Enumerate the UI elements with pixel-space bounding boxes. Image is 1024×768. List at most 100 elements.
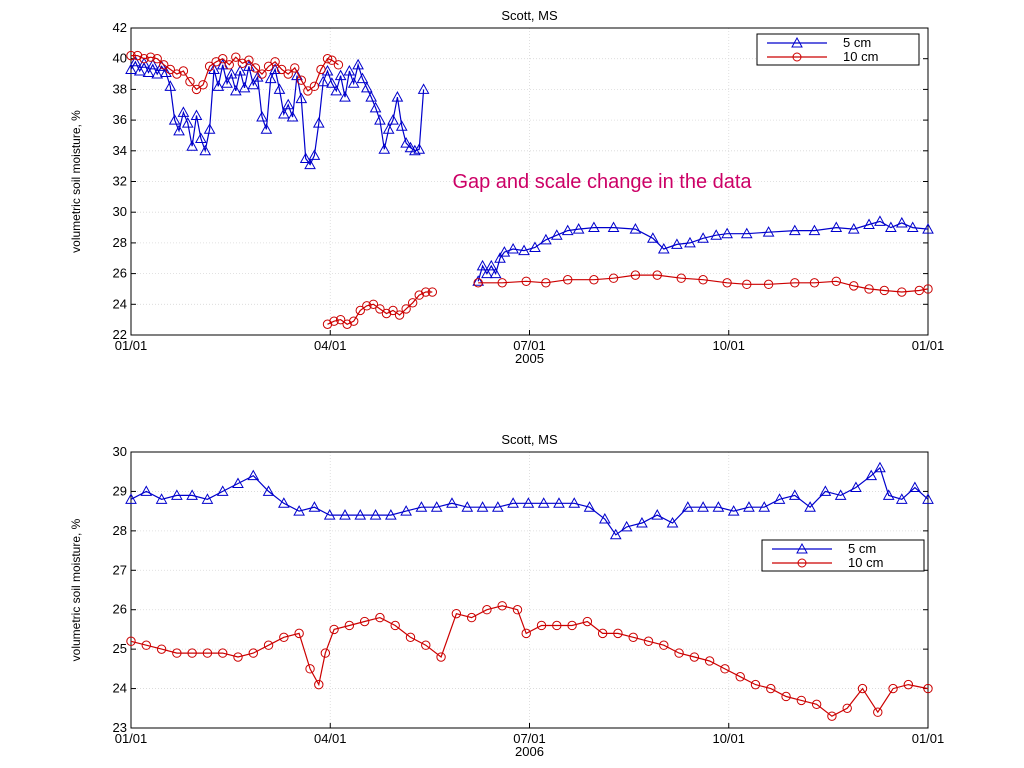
x-tick-label: 01/01 xyxy=(115,338,148,353)
data-point-triangle xyxy=(415,501,428,512)
data-point-triangle xyxy=(773,493,786,504)
data-point-circle xyxy=(914,285,924,296)
data-point-circle xyxy=(809,278,820,288)
data-point-triangle xyxy=(286,111,299,122)
data-point-triangle xyxy=(647,232,659,243)
series-line xyxy=(327,291,433,325)
data-point-circle xyxy=(923,683,933,694)
data-point-triangle xyxy=(804,501,816,512)
data-point-triangle xyxy=(727,505,740,516)
data-point-triangle xyxy=(155,493,168,504)
data-point-circle xyxy=(608,273,619,283)
data-point-circle xyxy=(897,287,907,297)
data-point-circle xyxy=(126,636,136,646)
data-point-triangle xyxy=(788,489,801,500)
data-point-triangle xyxy=(382,123,395,134)
data-point-triangle xyxy=(588,221,600,233)
data-point-triangle xyxy=(607,221,620,233)
data-point-triangle xyxy=(199,144,212,156)
data-point-circle xyxy=(521,276,531,286)
data-point-circle xyxy=(567,620,577,631)
data-point-triangle xyxy=(378,143,391,154)
plot-frame xyxy=(130,451,929,729)
data-point-circle xyxy=(333,60,344,70)
data-point-triangle xyxy=(201,493,214,504)
data-point-triangle xyxy=(721,227,733,239)
series-2 xyxy=(126,50,933,329)
data-point-triangle xyxy=(522,497,535,508)
data-point-triangle xyxy=(874,215,886,226)
data-point-circle xyxy=(451,608,462,619)
data-point-circle xyxy=(187,648,197,658)
data-point-circle xyxy=(790,278,800,288)
data-point-triangle xyxy=(238,81,251,93)
data-point-circle xyxy=(362,301,372,311)
data-point-circle xyxy=(270,57,280,67)
data-point-circle xyxy=(704,656,715,666)
data-point-triangle xyxy=(234,64,247,76)
data-point-circle xyxy=(742,279,752,290)
data-point-triangle xyxy=(561,224,574,236)
legend-label: 5 cm xyxy=(843,35,871,50)
data-point-triangle xyxy=(598,512,611,524)
data-point-triangle xyxy=(308,149,321,160)
data-point-triangle xyxy=(491,501,504,512)
data-point-circle xyxy=(394,310,405,320)
data-point-triangle xyxy=(906,221,919,233)
data-point-circle xyxy=(766,683,776,694)
data-point-circle xyxy=(276,64,287,75)
data-point-triangle xyxy=(830,221,843,233)
data-point-circle xyxy=(257,69,267,79)
data-point-triangle xyxy=(308,501,321,512)
data-point-circle xyxy=(497,278,507,288)
data-point-triangle xyxy=(404,141,417,153)
data-point-circle xyxy=(722,278,732,288)
data-point-circle xyxy=(279,632,289,643)
data-point-triangle xyxy=(847,223,860,234)
data-point-triangle xyxy=(221,77,233,88)
data-point-triangle xyxy=(186,140,198,151)
data-point-triangle xyxy=(758,501,771,512)
data-point-circle xyxy=(322,54,333,64)
y-tick-label: 34 xyxy=(113,143,127,158)
data-point-triangle xyxy=(164,80,177,91)
data-point-triangle xyxy=(395,120,408,131)
data-point-circle xyxy=(218,54,228,64)
x-axis-label: 2006 xyxy=(515,744,544,759)
x-tick-label: 04/01 xyxy=(314,338,347,353)
data-point-circle xyxy=(659,640,669,650)
data-point-triangle xyxy=(620,520,633,532)
chart-title: Scott, MS xyxy=(501,432,558,447)
data-point-triangle xyxy=(909,481,921,492)
data-point-triangle xyxy=(369,101,382,113)
data-point-triangle xyxy=(277,497,290,508)
data-point-circle xyxy=(156,644,167,654)
data-point-circle xyxy=(552,620,562,631)
data-point-triangle xyxy=(413,143,426,154)
data-point-triangle xyxy=(216,485,229,496)
data-point-triangle xyxy=(304,158,316,170)
data-point-circle xyxy=(303,86,313,96)
data-point-triangle xyxy=(334,69,347,81)
legend-marker-circle xyxy=(797,558,807,568)
data-point-triangle xyxy=(494,252,506,263)
data-point-triangle xyxy=(430,501,443,512)
data-point-triangle xyxy=(472,275,485,286)
data-point-triangle xyxy=(247,78,260,90)
y-tick-label: 30 xyxy=(113,444,127,459)
data-point-circle xyxy=(375,304,385,314)
data-point-triangle xyxy=(874,461,886,473)
data-point-triangle xyxy=(865,469,878,481)
data-point-triangle xyxy=(260,123,273,134)
data-point-triangle xyxy=(461,501,474,512)
data-point-circle xyxy=(421,640,431,650)
data-point-triangle xyxy=(339,91,351,102)
data-point-circle xyxy=(250,63,261,73)
data-point-triangle xyxy=(312,117,325,128)
data-point-circle xyxy=(436,652,446,662)
series-line xyxy=(130,605,929,717)
data-point-triangle xyxy=(489,267,502,279)
data-point-triangle xyxy=(374,114,386,125)
